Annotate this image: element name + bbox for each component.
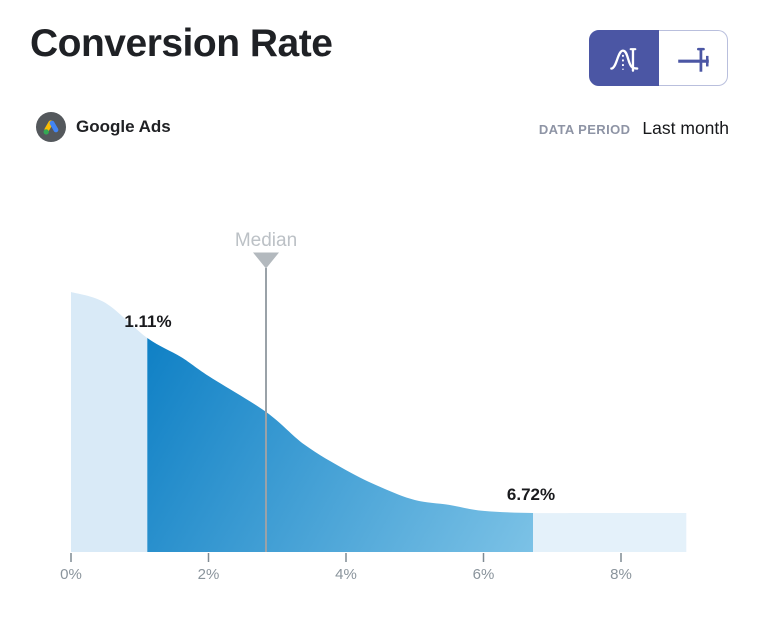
x-tick-label: 8%	[610, 566, 632, 583]
box-plot-icon	[678, 47, 709, 72]
median-label: Median	[235, 230, 297, 251]
x-tick-label: 6%	[473, 566, 495, 583]
google-ads-icon	[36, 112, 66, 142]
x-tick-label: 4%	[335, 566, 357, 583]
data-source: Google Ads	[36, 112, 171, 142]
x-axis: 0% 2% 4% 6% 8%	[60, 553, 632, 583]
page-title: Conversion Rate	[30, 22, 333, 65]
density-area-highlighted	[147, 338, 534, 552]
data-source-label: Google Ads	[76, 117, 171, 136]
range-end-value: 6.72%	[507, 485, 555, 504]
density-area-left-tail	[71, 292, 148, 552]
x-tick-label: 2%	[198, 566, 220, 583]
x-tick-label: 0%	[60, 566, 82, 583]
chart-type-toggle	[589, 30, 728, 86]
range-start-value: 1.11%	[124, 312, 171, 331]
data-period-label: DATA PERIOD	[538, 122, 631, 137]
data-period: DATA PERIOD Last month	[539, 118, 729, 139]
distribution-view-button[interactable]	[589, 30, 659, 86]
density-area-right-tail	[533, 512, 687, 552]
median-triangle-icon	[253, 252, 279, 269]
data-period-value: Last month	[642, 118, 729, 138]
distribution-curve-icon	[610, 48, 639, 72]
box-plot-view-button[interactable]	[659, 30, 728, 86]
median-marker: Median	[235, 230, 297, 552]
